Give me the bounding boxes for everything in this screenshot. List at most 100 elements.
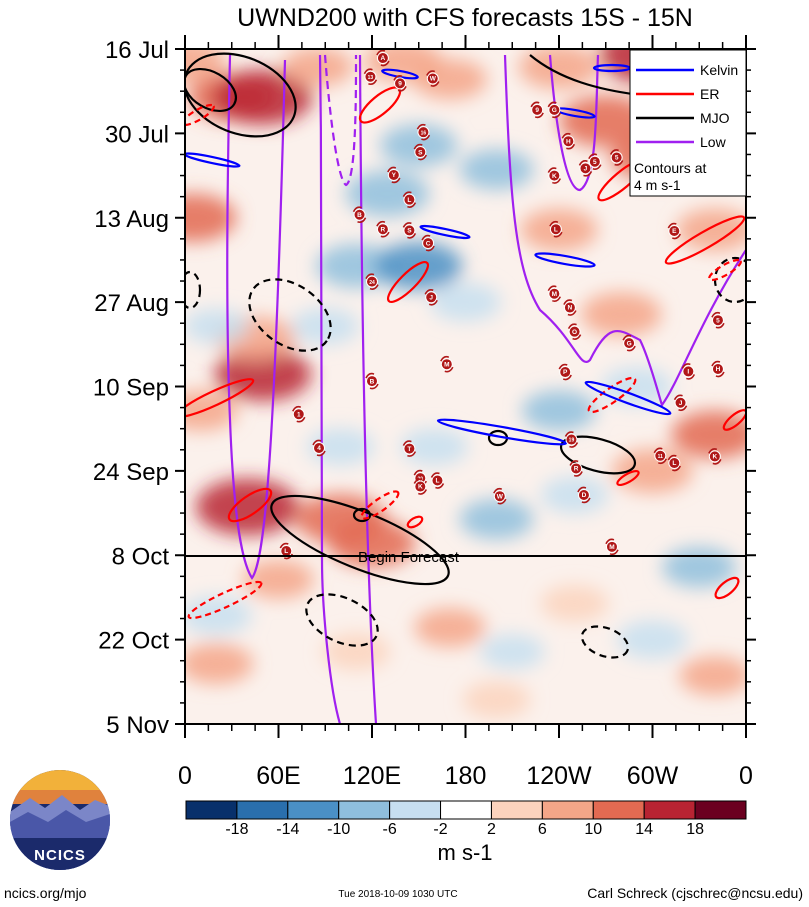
- storm-marker: G: [547, 101, 562, 119]
- storm-label: O: [572, 329, 577, 336]
- storm-label: 9: [535, 107, 539, 114]
- y-axis-labels: 16 Jul 30 Jul 13 Aug 27 Aug 10 Sep 24 Sep 8 Oc…: [93, 37, 169, 739]
- logo-text: NCICS: [34, 847, 86, 864]
- mjo-contour: [185, 52, 297, 138]
- anomaly-cell: [185, 643, 254, 685]
- storm-label: S: [418, 149, 423, 156]
- storm-label: K: [418, 484, 423, 491]
- storm-marker: R: [376, 220, 390, 238]
- storm-label: I: [687, 369, 689, 376]
- colorbar-tick-label: -14: [276, 821, 299, 838]
- storm-marker: 19: [564, 431, 579, 448]
- storm-marker: J: [673, 394, 688, 412]
- mjo-contour: [580, 625, 630, 659]
- storm-label: S: [407, 228, 412, 235]
- anomaly-cell: [281, 49, 354, 87]
- anomaly-cell: [185, 49, 226, 84]
- anomaly-cell: [558, 95, 653, 148]
- storm-marker: P: [558, 363, 572, 381]
- x-tick-label: 0: [178, 762, 192, 790]
- y-tick-label: 30 Jul: [105, 121, 169, 148]
- storm-marker: 16: [416, 123, 431, 141]
- storm-marker: 13: [363, 68, 378, 86]
- colorbar-tick-label: 18: [686, 821, 704, 838]
- legend-label-low: Low: [700, 134, 727, 150]
- colorbar-swatch: [541, 800, 594, 820]
- storm-label: T: [407, 446, 411, 453]
- er-contour: [386, 260, 430, 304]
- y-tick-label: 24 Sep: [93, 459, 169, 486]
- legend-box: [629, 49, 747, 197]
- storm-marker: W: [426, 70, 440, 87]
- anomaly-cell: [459, 149, 534, 190]
- anomaly-cell: [540, 476, 609, 514]
- storm-label: M: [609, 544, 614, 551]
- storm-label: J: [679, 400, 683, 407]
- storm-marker: M: [440, 355, 454, 373]
- storm-marker: A: [376, 49, 390, 67]
- anomaly-cell: [412, 58, 488, 100]
- storm-label: R: [574, 466, 579, 473]
- storm-marker: Y: [387, 166, 401, 184]
- colorbar-units: m s-1: [438, 840, 493, 865]
- colorbar-labels: -18 -14 -10 -6 -2 2 6 10 14 18: [225, 821, 704, 838]
- y-tick-label: 8 Oct: [112, 543, 170, 570]
- colorbar-swatch: [389, 800, 442, 820]
- storm-marker: T: [402, 440, 417, 457]
- anomaly-cell: [195, 478, 299, 536]
- storm-label: 19: [569, 438, 575, 444]
- chart-title: UWND200 with CFS forecasts 15S - 15N: [237, 4, 693, 32]
- er-contour: [587, 376, 637, 414]
- anomaly-cell: [185, 596, 252, 635]
- storm-marker: J: [424, 289, 438, 306]
- colorbar-tick-label: -18: [225, 821, 248, 838]
- storm-markers: A 13 9 W 9 G H 5 5 K J 16 S Y L B R S C L E 24 J M N O G 5 M P I H B J 1 4 T…: [279, 49, 725, 560]
- low-contour: [358, 54, 378, 724]
- anomaly-cell: [400, 428, 469, 466]
- footer-site[interactable]: ncics.org/mjo: [4, 885, 87, 901]
- mjo-contour: [352, 507, 372, 523]
- colorbar-swatch: [236, 800, 289, 820]
- anomaly-cell: [414, 608, 486, 647]
- storm-label: J: [584, 166, 588, 173]
- er-contour: [185, 103, 215, 127]
- y-tick-label: 10 Sep: [93, 375, 169, 402]
- colorbar-swatch: [338, 800, 391, 820]
- x-tick-label: 60E: [256, 762, 300, 790]
- anomaly-cell: [540, 584, 609, 622]
- storm-marker: 9: [393, 75, 407, 92]
- x-tick-label: 60W: [627, 762, 679, 790]
- er-contour: [360, 490, 400, 520]
- er-contour: [227, 487, 273, 523]
- storm-marker: I: [681, 363, 696, 380]
- er-contour: [708, 258, 742, 282]
- colorbar-swatch: [643, 800, 696, 820]
- anomaly-cell: [580, 292, 662, 337]
- storm-marker: 1: [292, 405, 306, 423]
- anomaly-cell: [679, 656, 746, 696]
- storm-marker: K: [413, 478, 428, 495]
- storm-marker: N: [563, 299, 577, 316]
- storm-marker: E: [667, 222, 682, 240]
- storm-label: H: [716, 366, 721, 373]
- storm-label: N: [568, 305, 573, 312]
- storm-label: M: [552, 291, 557, 298]
- storm-label: H: [566, 138, 571, 145]
- x-tick-label: 180: [445, 762, 487, 790]
- footer-author: Carl Schreck (cjschrec@ncsu.edu): [587, 885, 803, 901]
- storm-label: 5: [716, 317, 720, 324]
- colorbar-tick-label: -10: [327, 821, 350, 838]
- storm-marker: D: [577, 486, 591, 504]
- anomaly-cell: [601, 367, 673, 406]
- storm-marker: S: [413, 143, 428, 161]
- storm-marker: B: [352, 206, 367, 224]
- low-contour: [503, 54, 746, 408]
- storm-label: C: [426, 240, 431, 247]
- storm-label: 4: [317, 445, 321, 452]
- storm-marker: O: [567, 323, 582, 340]
- contour-note: Contours at 4 m s-1: [634, 160, 706, 193]
- y-tick-label: 22 Oct: [98, 628, 169, 655]
- storm-marker: L: [279, 542, 294, 560]
- storm-label: G: [627, 340, 632, 347]
- colorbar: [185, 800, 747, 820]
